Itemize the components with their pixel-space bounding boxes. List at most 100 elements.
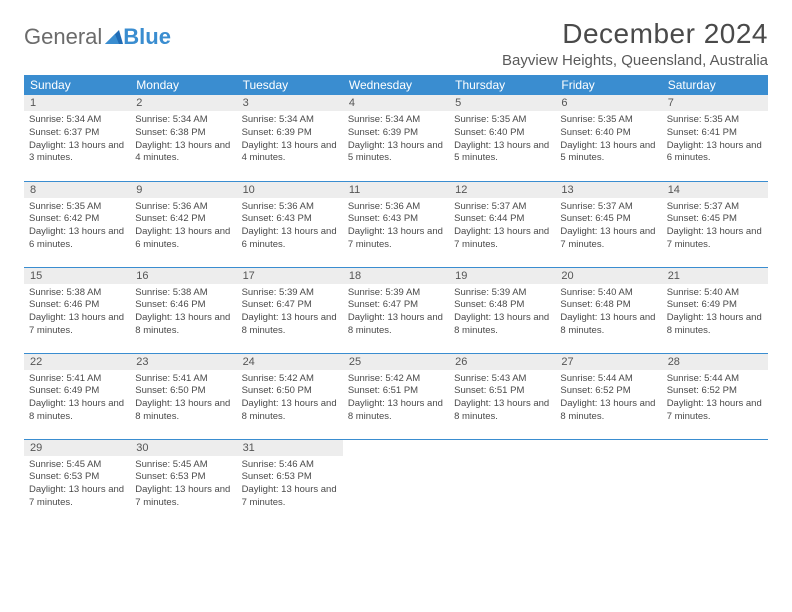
day-number: 11 [343,182,449,198]
day-body: Sunrise: 5:35 AMSunset: 6:41 PMDaylight:… [662,111,768,168]
day-number: 28 [662,354,768,370]
day-header: Saturday [662,75,768,95]
day-body: Sunrise: 5:39 AMSunset: 6:47 PMDaylight:… [343,284,449,341]
calendar-cell: 12Sunrise: 5:37 AMSunset: 6:44 PMDayligh… [449,181,555,267]
calendar-cell: 16Sunrise: 5:38 AMSunset: 6:46 PMDayligh… [130,267,236,353]
logo: General Blue [24,18,171,50]
calendar-cell: 4Sunrise: 5:34 AMSunset: 6:39 PMDaylight… [343,95,449,181]
page-title: December 2024 [502,18,768,50]
day-body: Sunrise: 5:42 AMSunset: 6:51 PMDaylight:… [343,370,449,427]
calendar-cell: 8Sunrise: 5:35 AMSunset: 6:42 PMDaylight… [24,181,130,267]
calendar-cell: 24Sunrise: 5:42 AMSunset: 6:50 PMDayligh… [237,353,343,439]
day-body: Sunrise: 5:34 AMSunset: 6:38 PMDaylight:… [130,111,236,168]
day-body: Sunrise: 5:40 AMSunset: 6:48 PMDaylight:… [555,284,661,341]
calendar-cell: 18Sunrise: 5:39 AMSunset: 6:47 PMDayligh… [343,267,449,353]
day-body: Sunrise: 5:41 AMSunset: 6:50 PMDaylight:… [130,370,236,427]
day-number: 26 [449,354,555,370]
day-number: 22 [24,354,130,370]
header: General Blue December 2024 Bayview Heigh… [24,18,768,69]
day-body: Sunrise: 5:40 AMSunset: 6:49 PMDaylight:… [662,284,768,341]
day-body: Sunrise: 5:36 AMSunset: 6:43 PMDaylight:… [237,198,343,255]
day-number: 16 [130,268,236,284]
calendar-cell: 30Sunrise: 5:45 AMSunset: 6:53 PMDayligh… [130,439,236,525]
calendar-cell [449,439,555,525]
day-number: 27 [555,354,661,370]
calendar-cell: 1Sunrise: 5:34 AMSunset: 6:37 PMDaylight… [24,95,130,181]
day-body: Sunrise: 5:34 AMSunset: 6:39 PMDaylight:… [343,111,449,168]
calendar-cell [662,439,768,525]
calendar-cell: 31Sunrise: 5:46 AMSunset: 6:53 PMDayligh… [237,439,343,525]
day-number: 25 [343,354,449,370]
calendar-cell: 9Sunrise: 5:36 AMSunset: 6:42 PMDaylight… [130,181,236,267]
day-number: 12 [449,182,555,198]
day-body: Sunrise: 5:34 AMSunset: 6:37 PMDaylight:… [24,111,130,168]
day-body: Sunrise: 5:35 AMSunset: 6:40 PMDaylight:… [555,111,661,168]
calendar-cell: 25Sunrise: 5:42 AMSunset: 6:51 PMDayligh… [343,353,449,439]
calendar-cell: 7Sunrise: 5:35 AMSunset: 6:41 PMDaylight… [662,95,768,181]
calendar-cell: 15Sunrise: 5:38 AMSunset: 6:46 PMDayligh… [24,267,130,353]
day-body: Sunrise: 5:42 AMSunset: 6:50 PMDaylight:… [237,370,343,427]
day-body: Sunrise: 5:38 AMSunset: 6:46 PMDaylight:… [24,284,130,341]
day-number: 29 [24,440,130,456]
day-body: Sunrise: 5:35 AMSunset: 6:40 PMDaylight:… [449,111,555,168]
calendar-cell: 6Sunrise: 5:35 AMSunset: 6:40 PMDaylight… [555,95,661,181]
day-number: 30 [130,440,236,456]
day-body: Sunrise: 5:39 AMSunset: 6:47 PMDaylight:… [237,284,343,341]
day-body: Sunrise: 5:39 AMSunset: 6:48 PMDaylight:… [449,284,555,341]
day-number: 14 [662,182,768,198]
calendar-cell: 27Sunrise: 5:44 AMSunset: 6:52 PMDayligh… [555,353,661,439]
day-body: Sunrise: 5:36 AMSunset: 6:42 PMDaylight:… [130,198,236,255]
day-header: Sunday [24,75,130,95]
day-number: 8 [24,182,130,198]
calendar-cell: 2Sunrise: 5:34 AMSunset: 6:38 PMDaylight… [130,95,236,181]
day-body: Sunrise: 5:35 AMSunset: 6:42 PMDaylight:… [24,198,130,255]
logo-text-1: General [24,24,102,50]
day-number: 15 [24,268,130,284]
day-number: 3 [237,95,343,111]
day-header: Thursday [449,75,555,95]
calendar-cell: 20Sunrise: 5:40 AMSunset: 6:48 PMDayligh… [555,267,661,353]
calendar-cell: 23Sunrise: 5:41 AMSunset: 6:50 PMDayligh… [130,353,236,439]
calendar-cell: 26Sunrise: 5:43 AMSunset: 6:51 PMDayligh… [449,353,555,439]
day-number: 21 [662,268,768,284]
day-header: Friday [555,75,661,95]
day-header: Wednesday [343,75,449,95]
day-number: 6 [555,95,661,111]
day-number: 1 [24,95,130,111]
calendar-cell [343,439,449,525]
day-number: 19 [449,268,555,284]
calendar-cell: 28Sunrise: 5:44 AMSunset: 6:52 PMDayligh… [662,353,768,439]
calendar-cell: 22Sunrise: 5:41 AMSunset: 6:49 PMDayligh… [24,353,130,439]
day-number: 5 [449,95,555,111]
calendar-cell: 19Sunrise: 5:39 AMSunset: 6:48 PMDayligh… [449,267,555,353]
logo-triangle-icon [105,24,123,50]
calendar-cell: 3Sunrise: 5:34 AMSunset: 6:39 PMDaylight… [237,95,343,181]
day-body: Sunrise: 5:46 AMSunset: 6:53 PMDaylight:… [237,456,343,513]
calendar-cell: 29Sunrise: 5:45 AMSunset: 6:53 PMDayligh… [24,439,130,525]
calendar-cell: 11Sunrise: 5:36 AMSunset: 6:43 PMDayligh… [343,181,449,267]
day-number: 2 [130,95,236,111]
day-number: 13 [555,182,661,198]
calendar-cell [555,439,661,525]
day-body: Sunrise: 5:38 AMSunset: 6:46 PMDaylight:… [130,284,236,341]
day-body: Sunrise: 5:44 AMSunset: 6:52 PMDaylight:… [555,370,661,427]
day-number: 24 [237,354,343,370]
calendar-cell: 13Sunrise: 5:37 AMSunset: 6:45 PMDayligh… [555,181,661,267]
calendar-cell: 14Sunrise: 5:37 AMSunset: 6:45 PMDayligh… [662,181,768,267]
calendar-cell: 10Sunrise: 5:36 AMSunset: 6:43 PMDayligh… [237,181,343,267]
day-body: Sunrise: 5:37 AMSunset: 6:45 PMDaylight:… [555,198,661,255]
day-body: Sunrise: 5:34 AMSunset: 6:39 PMDaylight:… [237,111,343,168]
calendar-cell: 17Sunrise: 5:39 AMSunset: 6:47 PMDayligh… [237,267,343,353]
day-number: 31 [237,440,343,456]
calendar-cell: 5Sunrise: 5:35 AMSunset: 6:40 PMDaylight… [449,95,555,181]
day-number: 7 [662,95,768,111]
day-number: 4 [343,95,449,111]
day-number: 20 [555,268,661,284]
page-subtitle: Bayview Heights, Queensland, Australia [502,52,768,69]
day-body: Sunrise: 5:37 AMSunset: 6:45 PMDaylight:… [662,198,768,255]
day-header: Tuesday [237,75,343,95]
day-body: Sunrise: 5:44 AMSunset: 6:52 PMDaylight:… [662,370,768,427]
day-body: Sunrise: 5:37 AMSunset: 6:44 PMDaylight:… [449,198,555,255]
day-body: Sunrise: 5:45 AMSunset: 6:53 PMDaylight:… [24,456,130,513]
day-body: Sunrise: 5:41 AMSunset: 6:49 PMDaylight:… [24,370,130,427]
